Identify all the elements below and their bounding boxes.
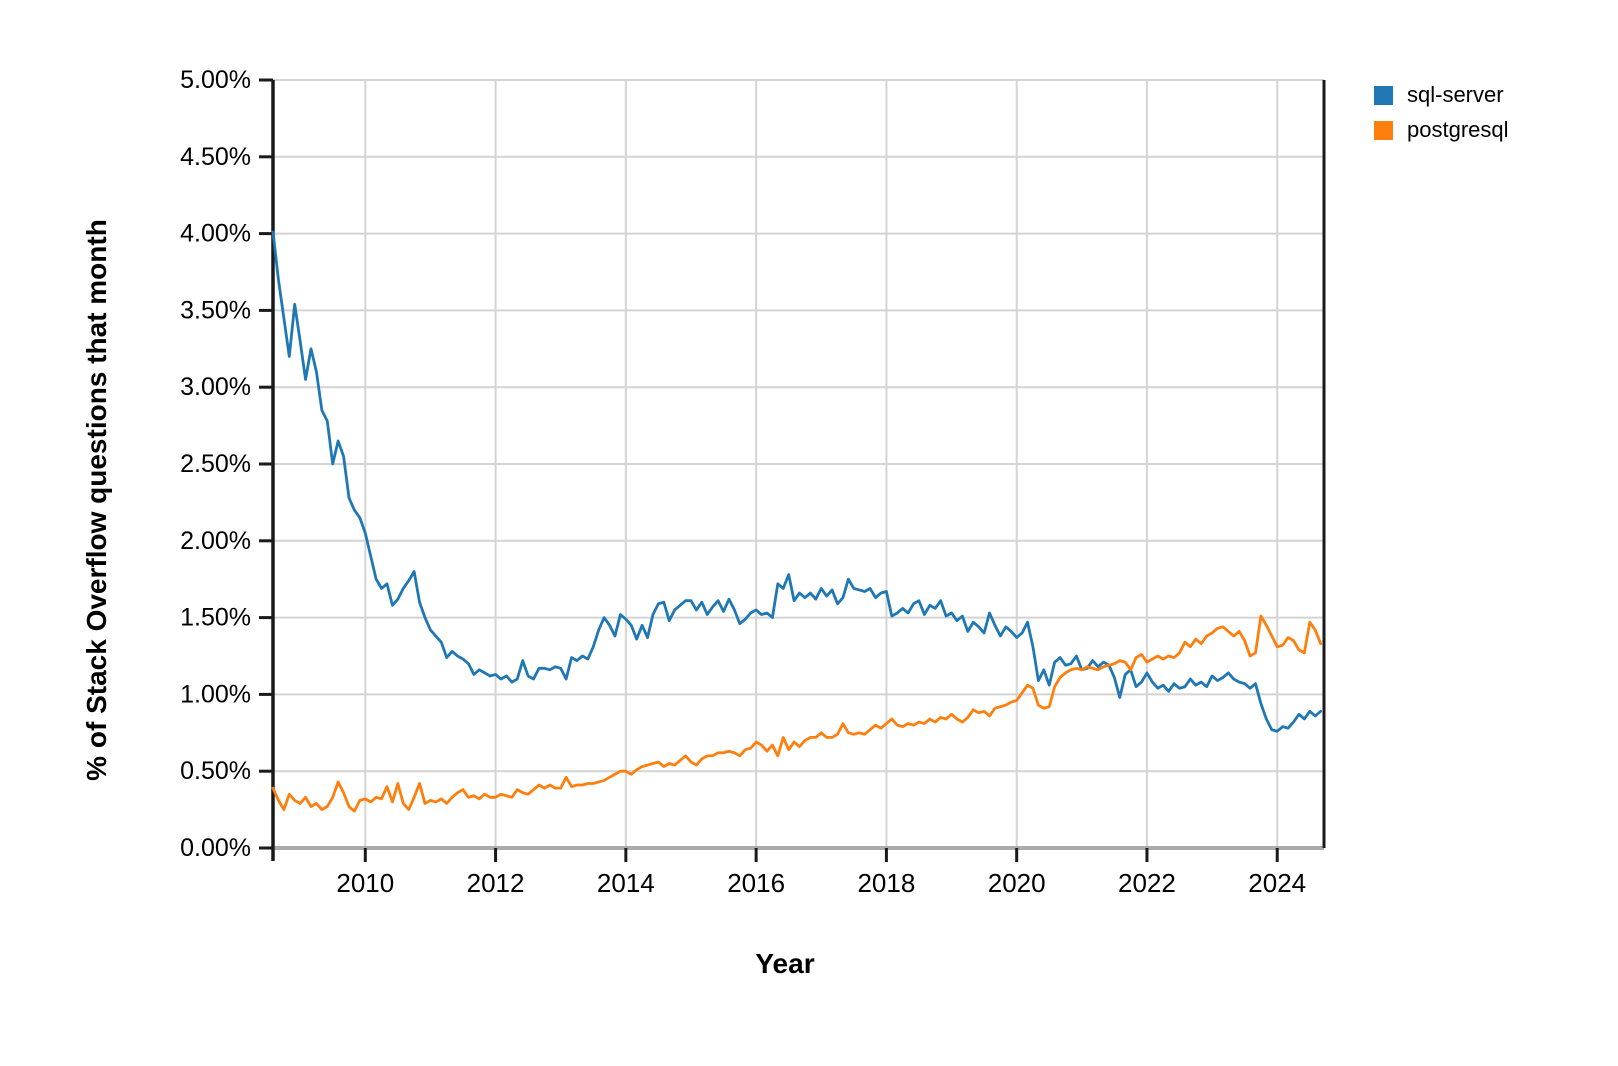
y-tick-label-3: 3.00%: [180, 373, 251, 401]
legend-swatch-sql-server: [1374, 85, 1393, 105]
x-tick-label-2016: 2016: [727, 868, 785, 898]
y-tick-label-2: 2.00%: [180, 527, 251, 555]
series-line-sql-server: [271, 230, 1323, 733]
series-line-postgresql: [271, 614, 1323, 813]
y-tick-label-0.5: 0.50%: [180, 757, 251, 785]
legend-swatch-postgresql: [1374, 120, 1393, 140]
legend-item-postgresql: postgresql: [1374, 119, 1509, 141]
x-tick-label-2012: 2012: [467, 868, 525, 898]
y-tick-label-0: 0.00%: [180, 834, 251, 862]
x-tick-label-2024: 2024: [1248, 868, 1306, 898]
y-tick-label-1.5: 1.50%: [180, 604, 251, 632]
y-tick-label-2.5: 2.50%: [180, 450, 251, 478]
x-tick-label-2022: 2022: [1118, 868, 1176, 898]
legend: sql-server postgresql: [1374, 84, 1509, 154]
y-tick-label-1: 1.00%: [180, 680, 251, 708]
x-tick-label-2014: 2014: [597, 868, 655, 898]
x-axis-title: Year: [755, 948, 815, 979]
x-tick-label-2020: 2020: [988, 868, 1046, 898]
x-tick-label-2010: 2010: [336, 868, 394, 898]
legend-label-sql-server: sql-server: [1407, 82, 1504, 107]
legend-item-sql-server: sql-server: [1374, 84, 1509, 106]
y-axis-title: % of Stack Overflow questions that month: [81, 219, 112, 781]
y-tick-label-4.5: 4.50%: [180, 143, 251, 171]
x-tick-label-2018: 2018: [857, 868, 915, 898]
legend-label-postgresql: postgresql: [1407, 117, 1509, 142]
y-tick-label-3.5: 3.50%: [180, 296, 251, 324]
y-tick-label-4: 4.00%: [180, 220, 251, 248]
y-tick-label-5: 5.00%: [180, 66, 251, 94]
